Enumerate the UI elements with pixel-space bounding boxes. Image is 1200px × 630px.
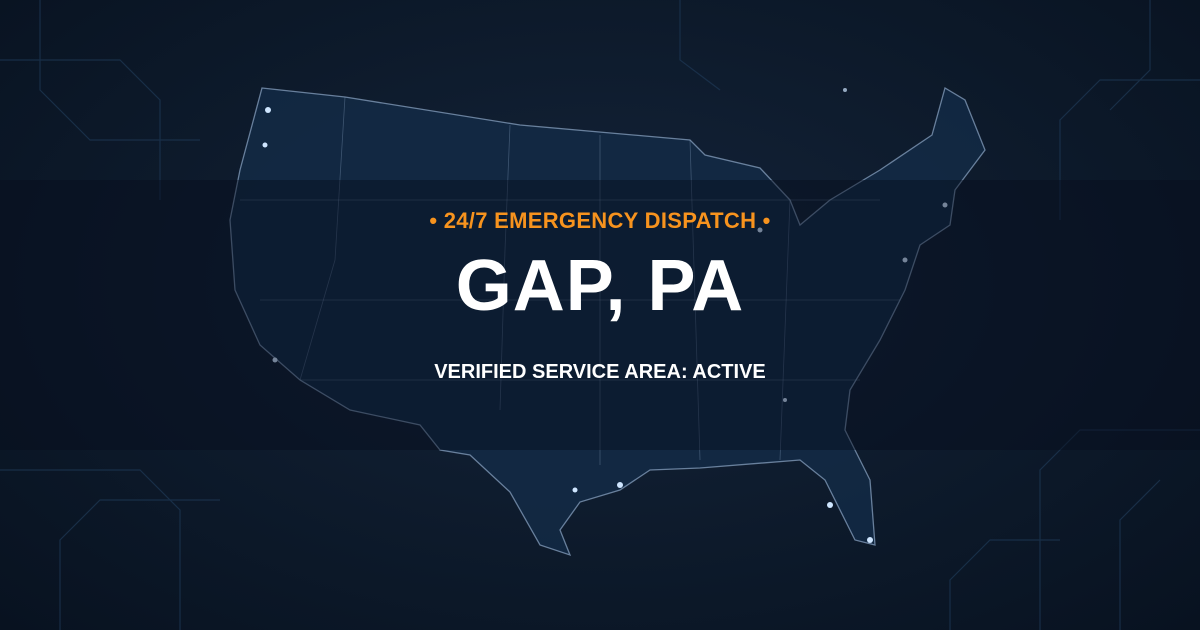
location-title: GAP, PA — [455, 246, 745, 326]
city-lights — [262, 88, 948, 543]
service-area-status: VERIFIED SERVICE AREA: ACTIVE — [434, 361, 766, 383]
state-borders — [240, 96, 900, 465]
service-tagline: • 24/7 EMERGENCY DISPATCH • — [429, 208, 771, 233]
text-overlay-band — [0, 180, 1200, 450]
us-map-outline — [229, 87, 986, 557]
